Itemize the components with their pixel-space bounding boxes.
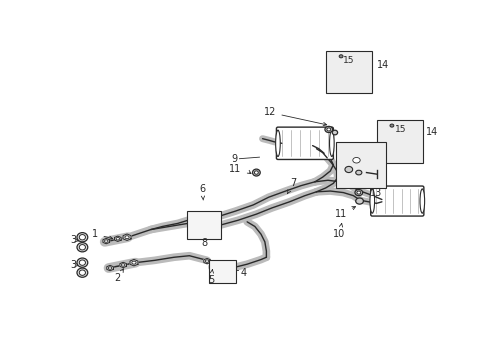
Polygon shape <box>203 258 210 264</box>
Text: 4: 4 <box>241 267 246 278</box>
Text: 1: 1 <box>92 229 112 239</box>
Ellipse shape <box>254 171 258 174</box>
Bar <box>208 260 236 283</box>
Polygon shape <box>114 236 121 242</box>
Text: 9: 9 <box>231 154 238 164</box>
Text: 3: 3 <box>70 260 76 270</box>
Text: 15: 15 <box>394 125 406 134</box>
Text: 14: 14 <box>425 127 437 137</box>
Polygon shape <box>123 234 131 240</box>
FancyBboxPatch shape <box>276 127 333 159</box>
Ellipse shape <box>324 126 332 132</box>
Ellipse shape <box>221 265 226 270</box>
Polygon shape <box>130 260 138 266</box>
Ellipse shape <box>387 122 395 129</box>
Ellipse shape <box>205 260 208 262</box>
Ellipse shape <box>349 156 362 165</box>
Ellipse shape <box>354 189 362 195</box>
Text: 10: 10 <box>333 223 345 239</box>
Ellipse shape <box>344 166 352 172</box>
Ellipse shape <box>355 198 363 204</box>
Bar <box>187 211 221 239</box>
Bar <box>376 120 422 163</box>
Text: 11: 11 <box>334 207 355 219</box>
Polygon shape <box>102 238 109 244</box>
Text: 14: 14 <box>376 60 388 70</box>
Ellipse shape <box>77 243 87 252</box>
Text: 8: 8 <box>201 238 206 248</box>
Polygon shape <box>120 262 126 267</box>
Ellipse shape <box>77 268 87 277</box>
Ellipse shape <box>326 128 330 131</box>
Ellipse shape <box>275 130 280 157</box>
Ellipse shape <box>389 124 393 127</box>
Bar <box>325 51 371 93</box>
Text: 15: 15 <box>343 57 354 66</box>
Ellipse shape <box>204 216 211 221</box>
Ellipse shape <box>132 261 136 264</box>
Text: 3: 3 <box>70 235 76 245</box>
Polygon shape <box>210 262 216 266</box>
Ellipse shape <box>79 270 85 275</box>
Ellipse shape <box>369 189 374 213</box>
Ellipse shape <box>79 260 85 265</box>
Ellipse shape <box>329 130 333 157</box>
Ellipse shape <box>79 235 85 240</box>
Ellipse shape <box>77 258 87 267</box>
Ellipse shape <box>331 130 337 135</box>
Ellipse shape <box>108 267 112 269</box>
Ellipse shape <box>77 233 87 242</box>
Ellipse shape <box>104 240 108 242</box>
Text: 7: 7 <box>287 178 296 194</box>
Ellipse shape <box>339 55 342 58</box>
Ellipse shape <box>121 264 124 266</box>
FancyBboxPatch shape <box>370 186 423 216</box>
Ellipse shape <box>79 244 85 250</box>
Text: 5: 5 <box>207 270 214 285</box>
Text: 13: 13 <box>369 188 382 198</box>
Ellipse shape <box>125 236 129 239</box>
Text: 12: 12 <box>264 108 326 126</box>
Ellipse shape <box>419 189 424 213</box>
Ellipse shape <box>211 263 214 265</box>
Ellipse shape <box>216 265 221 270</box>
Ellipse shape <box>337 53 344 59</box>
Text: 11: 11 <box>228 164 241 174</box>
Text: 2: 2 <box>114 269 123 283</box>
Ellipse shape <box>196 216 203 221</box>
Ellipse shape <box>352 157 360 163</box>
Ellipse shape <box>356 191 360 194</box>
Polygon shape <box>106 265 113 271</box>
Ellipse shape <box>116 238 119 240</box>
Ellipse shape <box>355 170 361 175</box>
Text: 6: 6 <box>199 184 205 200</box>
Ellipse shape <box>252 169 260 176</box>
Bar <box>335 142 385 188</box>
